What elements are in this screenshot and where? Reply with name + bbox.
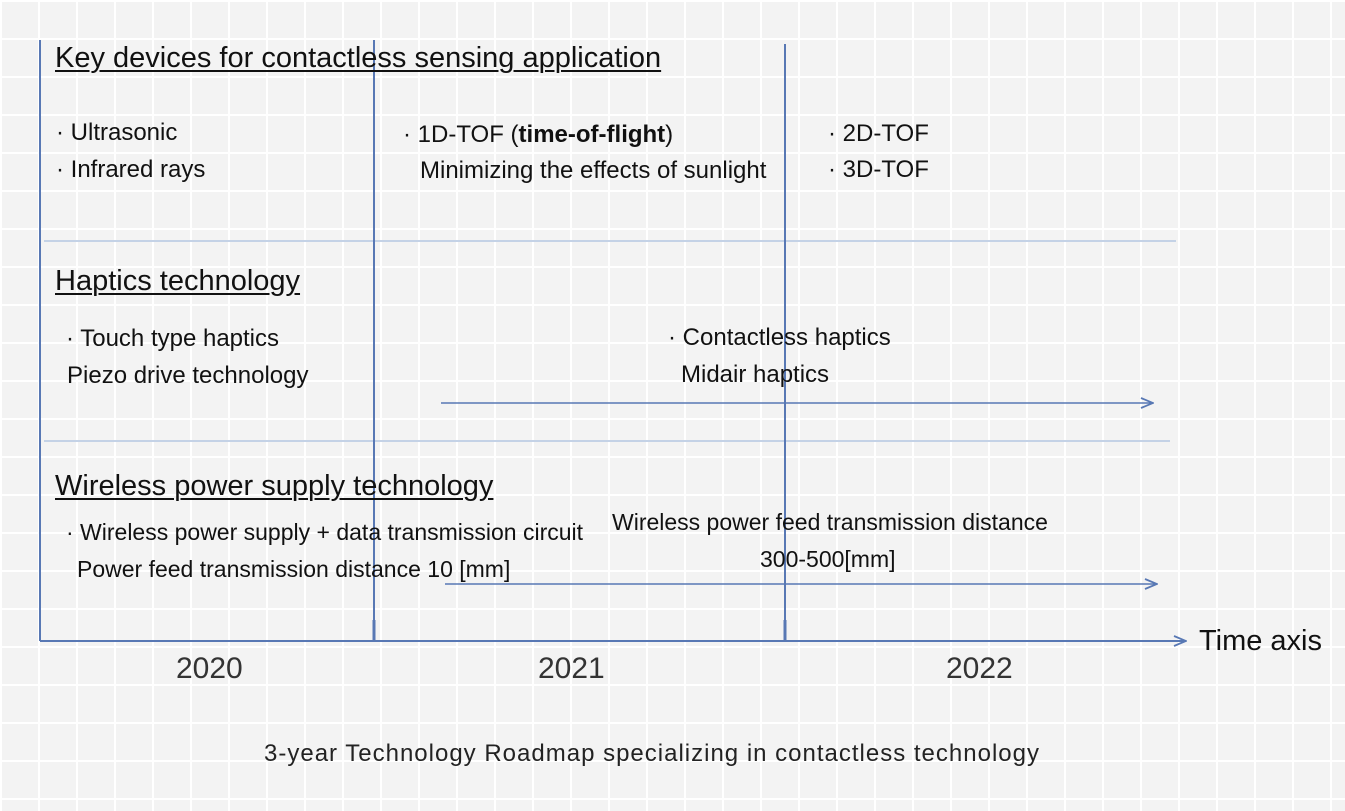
sensing-2021-sub: Minimizing the effects of sunlight <box>420 157 767 184</box>
haptics-future-sub: Midair haptics <box>681 361 830 388</box>
sensing-2022-item: · 3D-TOF <box>828 156 929 183</box>
wireless-future-item: Wireless power feed transmission distanc… <box>612 509 1048 535</box>
year-label-2021: 2021 <box>538 652 605 685</box>
haptics-2020-item: · Touch type haptics <box>66 325 280 352</box>
figure-caption: 3-year Technology Roadmap specializing i… <box>264 740 1040 767</box>
sensing-2020-item: · Ultrasonic <box>56 119 178 146</box>
wireless-future-sub: 300-500[mm] <box>760 546 896 572</box>
wireless-heading: Wireless power supply technology <box>55 470 494 502</box>
sensing-2021-bold: time-of-flight <box>518 121 666 148</box>
sensing-2021-item: · 1D-TOF (time-of-flight) <box>403 121 673 149</box>
time-axis-label: Time axis <box>1199 625 1322 657</box>
sensing-2020-item: · Infrared rays <box>56 156 206 183</box>
year-label-2022: 2022 <box>946 652 1013 685</box>
wireless-2020-sub: Power feed transmission distance 10 [mm] <box>77 556 511 582</box>
haptics-future-item: · Contactless haptics <box>668 324 891 351</box>
haptics-heading: Haptics technology <box>55 265 301 297</box>
sensing-heading: Key devices for contactless sensing appl… <box>55 42 662 74</box>
sensing-2021-suffix: ) <box>665 121 674 148</box>
haptics-2020-sub: Piezo drive technology <box>67 362 309 389</box>
year-label-2020: 2020 <box>176 652 243 685</box>
sensing-2021-prefix: · 1D-TOF ( <box>403 121 519 148</box>
sensing-2022-item: · 2D-TOF <box>828 120 929 147</box>
wireless-2020-item: · Wireless power supply + data transmiss… <box>66 519 584 545</box>
